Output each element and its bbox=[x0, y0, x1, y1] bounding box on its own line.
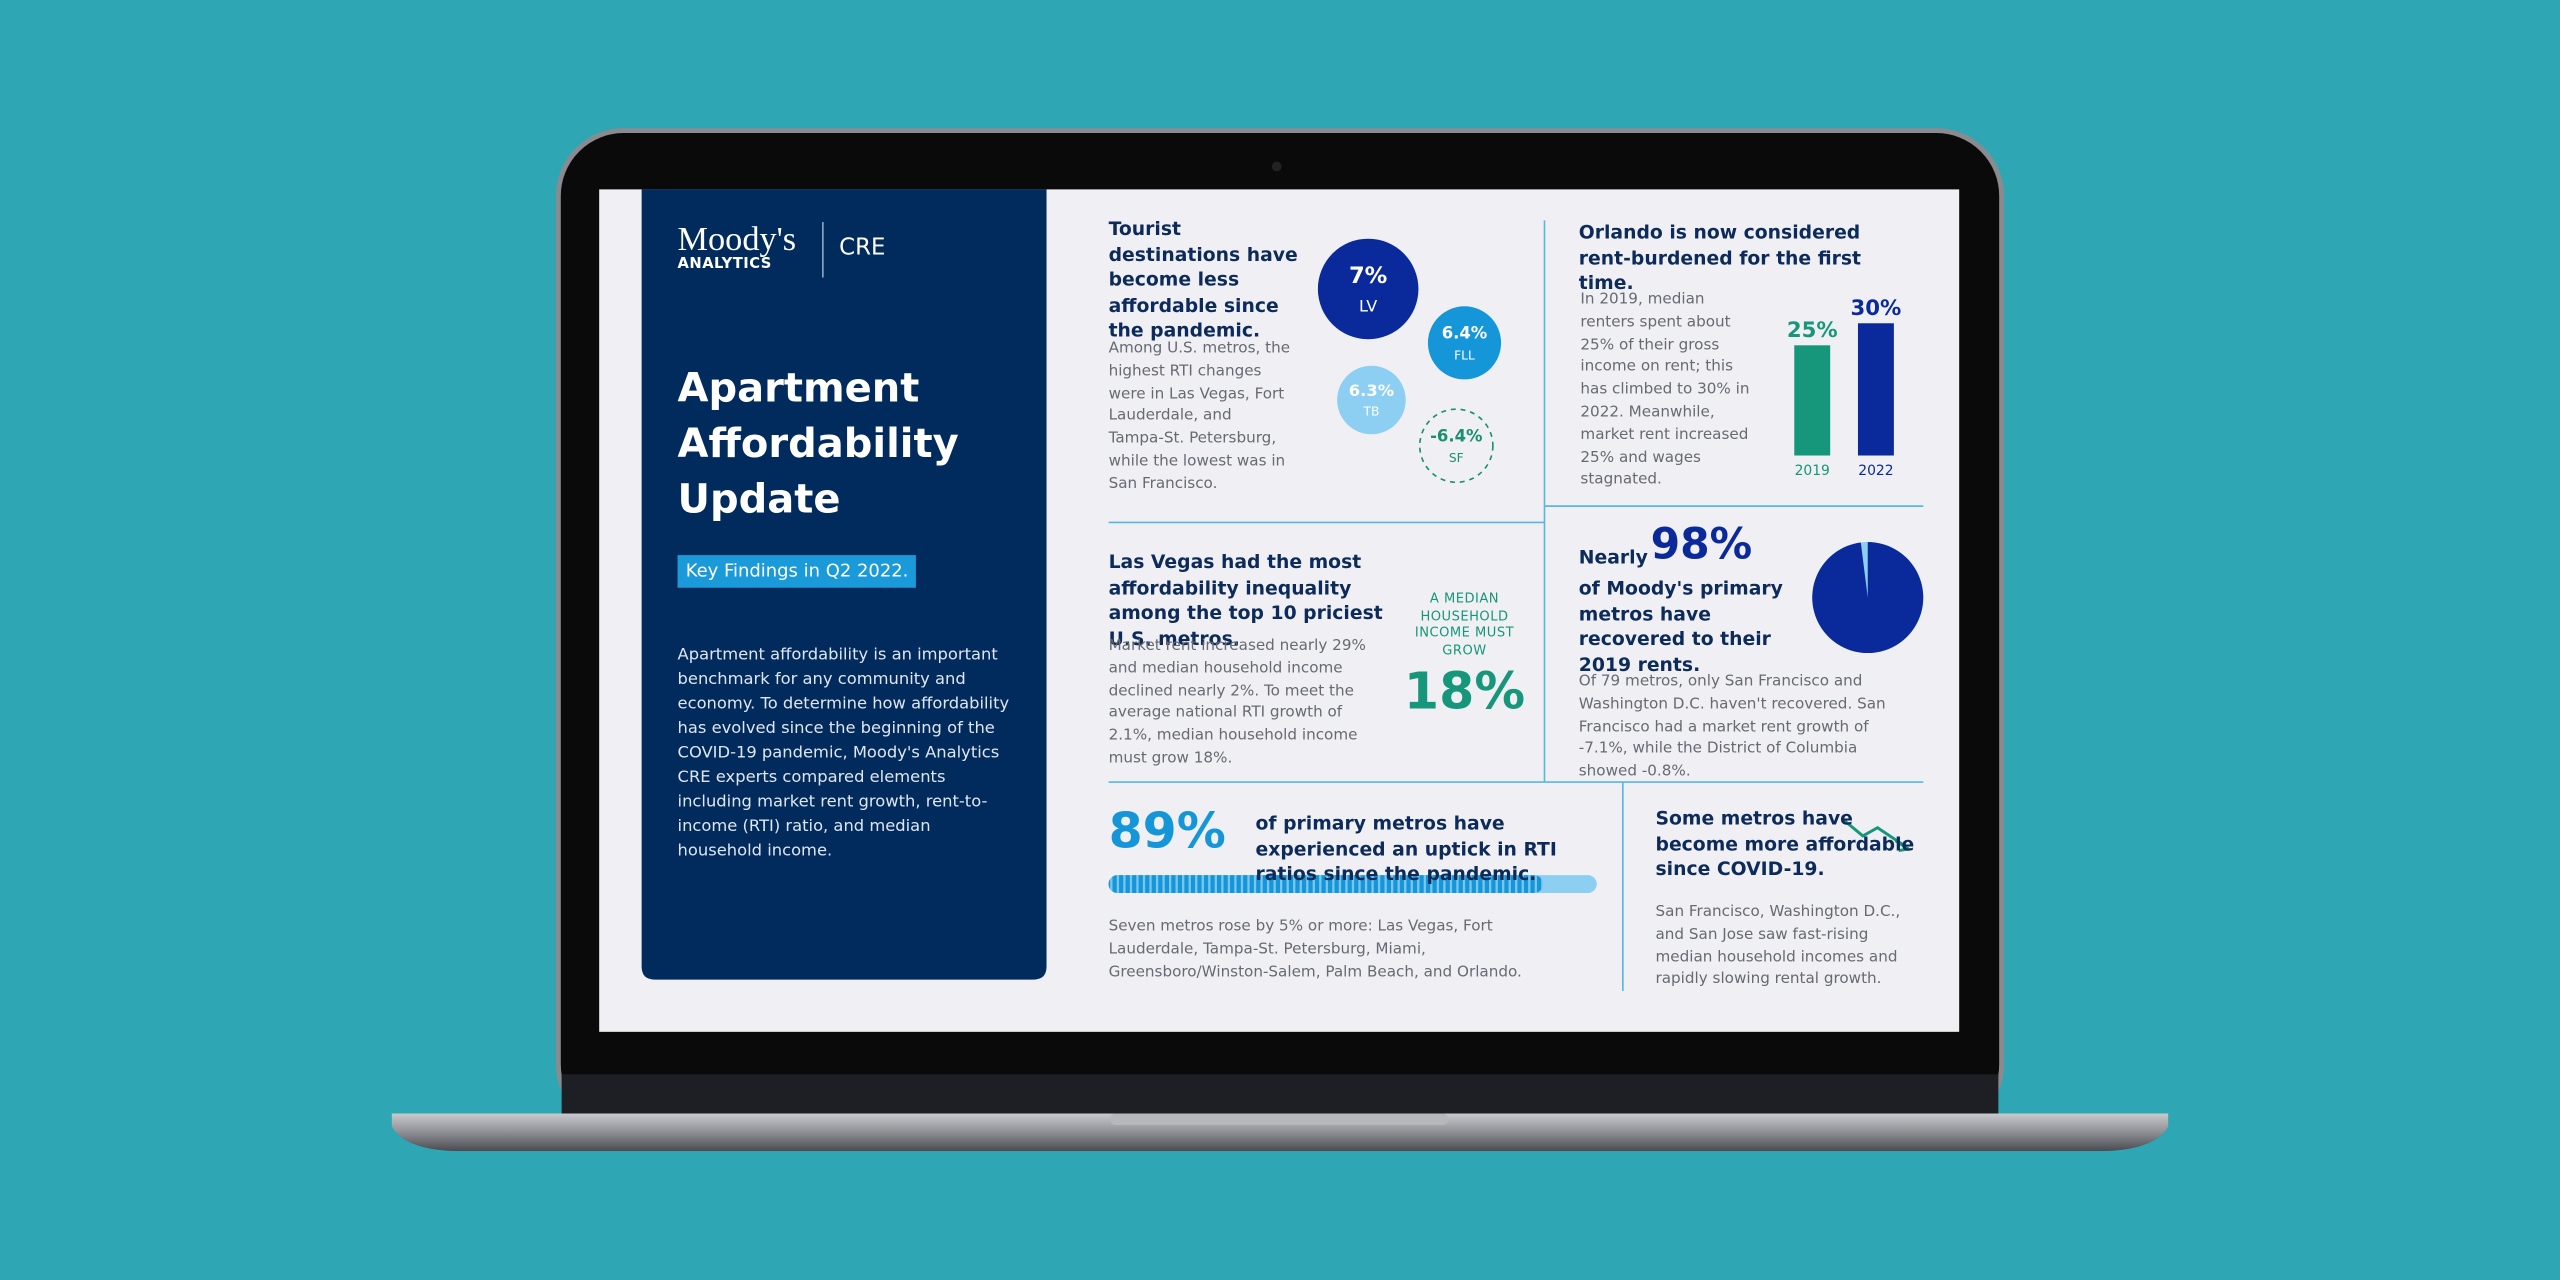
body: In 2019, median renters spent about 25% … bbox=[1580, 290, 1750, 489]
laptop-chin bbox=[561, 1074, 1999, 1117]
bubble-label: 7% bbox=[1349, 263, 1387, 289]
dividers bbox=[1108, 220, 1924, 992]
callout-caption: A MEDIAN HOUSEHOLD INCOME MUST GROW bbox=[1414, 591, 1515, 658]
heading: Some metros have become more affordable … bbox=[1655, 806, 1915, 880]
body: Among U.S. metros, the highest RTI chang… bbox=[1108, 339, 1291, 493]
camera bbox=[1271, 161, 1282, 172]
logo-brand: Moody's bbox=[677, 218, 797, 258]
big-number: 89% bbox=[1108, 803, 1226, 861]
tag: Key Findings in Q2 2022. bbox=[677, 555, 917, 588]
heading: of Moody's primary metros have recovered… bbox=[1578, 576, 1783, 676]
bubble-metro: TB bbox=[1362, 404, 1379, 418]
bar-value-label: 30% bbox=[1851, 296, 1902, 321]
body: Of 79 metros, only San Francisco and Was… bbox=[1578, 672, 1886, 781]
bubble bbox=[1418, 408, 1494, 484]
body: Market rent increased nearly 29% and med… bbox=[1108, 636, 1366, 768]
logo-sub: ANALYTICS bbox=[677, 256, 772, 273]
bar bbox=[1794, 345, 1831, 456]
bubble-metro: FLL bbox=[1454, 348, 1475, 362]
bubble-metro: LV bbox=[1359, 297, 1377, 316]
heading: of primary metros have experienced an up… bbox=[1255, 811, 1557, 885]
logo-product: CRE bbox=[839, 235, 886, 262]
bubble-label: 6.4% bbox=[1442, 323, 1488, 342]
bar-category: 2022 bbox=[1858, 463, 1893, 479]
big-number: 98% bbox=[1650, 520, 1753, 570]
heading: Orlando is now considered rent-burdened … bbox=[1578, 220, 1862, 294]
trend-icon bbox=[1842, 818, 1908, 849]
base-notch bbox=[1110, 1113, 1449, 1125]
body: Seven metros rose by 5% or more: Las Veg… bbox=[1108, 917, 1522, 981]
bar-value-label: 25% bbox=[1787, 318, 1838, 343]
bubble-label: 6.3% bbox=[1349, 381, 1394, 400]
bar bbox=[1857, 323, 1894, 456]
heading: Tourist destinations have become less af… bbox=[1108, 217, 1298, 342]
bubble bbox=[1337, 365, 1406, 435]
progress-fill bbox=[1108, 875, 1544, 894]
bubble-metro: SF bbox=[1449, 451, 1464, 465]
trend-arrowhead bbox=[1894, 839, 1913, 853]
bubble bbox=[1427, 306, 1502, 380]
bubble bbox=[1317, 238, 1419, 340]
bubble-label: -6.4% bbox=[1430, 426, 1482, 445]
laptop-base bbox=[391, 1113, 2169, 1152]
bar-category: 2019 bbox=[1795, 463, 1830, 479]
intro: Apartment affordability is an important … bbox=[677, 646, 1010, 861]
lead: Nearly bbox=[1578, 545, 1648, 569]
heading: Las Vegas had the most affordability ine… bbox=[1108, 550, 1383, 649]
body: San Francisco, Washington D.C., and San … bbox=[1655, 902, 1901, 989]
callout-value: 18% bbox=[1403, 662, 1526, 722]
main-title: Apartment Affordability Update bbox=[677, 364, 959, 523]
pie-slice bbox=[1812, 542, 1924, 654]
